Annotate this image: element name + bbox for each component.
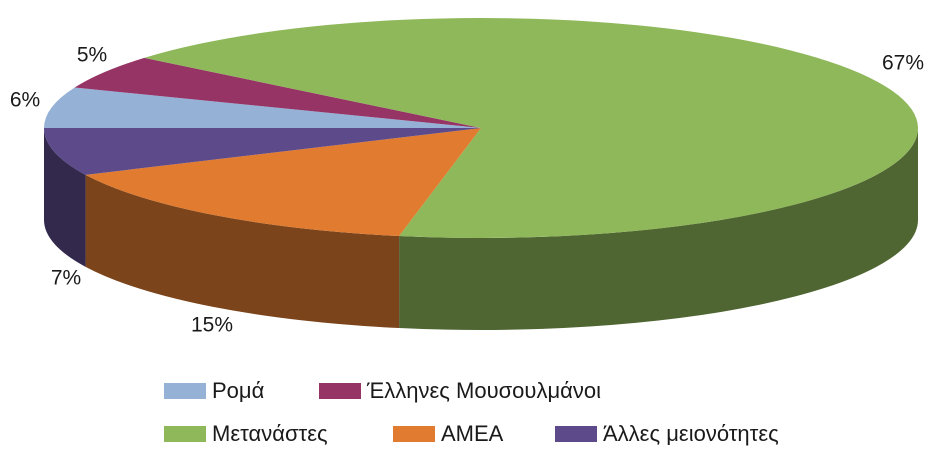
pie-slice — [44, 128, 481, 175]
data-label: 6% — [10, 89, 40, 112]
legend: Ρομά Έλληνες Μουσουλμάνοι Μετανάστες ΑΜΕΑ Άλ… — [164, 378, 779, 446]
legend-label: Έλληνες Μουσουλμάνοι — [366, 378, 601, 403]
legend-swatch — [393, 426, 435, 442]
legend-label: Ρομά — [212, 378, 265, 403]
data-label: 5% — [77, 44, 107, 67]
pie-sides — [44, 128, 918, 330]
pie-side — [85, 174, 400, 329]
data-label: 67% — [882, 52, 924, 75]
legend-label: Μετανάστες — [212, 421, 328, 446]
pie-side — [44, 128, 86, 267]
pie-slice — [44, 87, 481, 128]
pie-slice — [74, 57, 481, 128]
data-labels: 6% 5% 67% 15% 7% — [10, 44, 924, 337]
data-label: 7% — [51, 267, 81, 290]
pie-slice — [85, 128, 481, 237]
legend-swatch — [164, 383, 206, 399]
legend-label: ΑΜΕΑ — [441, 421, 504, 446]
pie-side — [399, 128, 918, 330]
data-label: 15% — [191, 314, 233, 337]
legend-swatch — [319, 383, 361, 399]
pie-tops — [44, 17, 918, 238]
legend-label: Άλλες μειονότητες — [603, 421, 779, 446]
legend-swatch — [164, 426, 206, 442]
legend-swatch — [555, 426, 597, 442]
pie-slice — [144, 17, 918, 238]
